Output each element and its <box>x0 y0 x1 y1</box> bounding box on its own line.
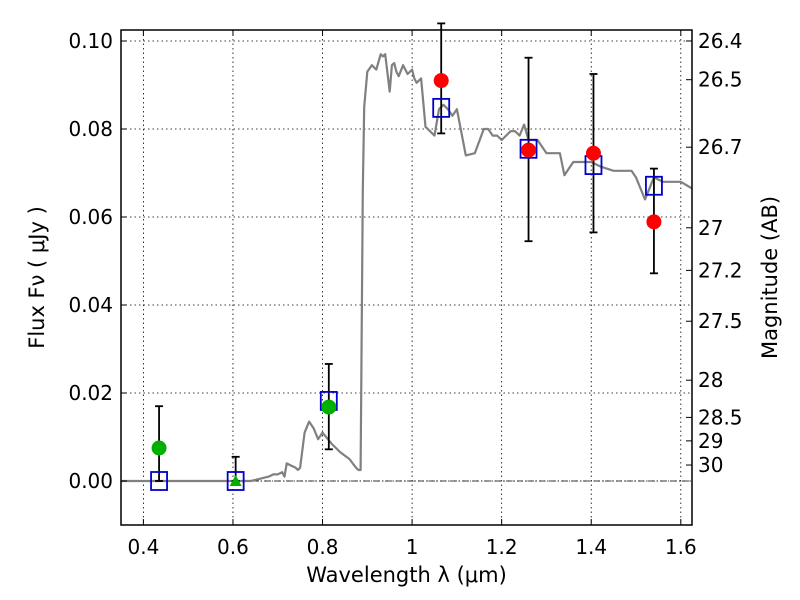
observed-flux-red-point <box>646 214 662 230</box>
x-tick-label: 0.6 <box>217 535 249 559</box>
x-tick-label: 1.4 <box>575 535 607 559</box>
x-tick-labels: 0.4 0.6 0.8 1 1.2 1.4 1.6 <box>127 535 696 559</box>
non-detection-triangle <box>229 475 242 486</box>
model-photometry-square <box>226 471 245 491</box>
y2-tick-label: 27 <box>698 216 723 240</box>
y2-tick-label: 26.4 <box>698 29 743 53</box>
y-tick-label: 0.10 <box>68 29 113 53</box>
plot-frame <box>120 29 693 526</box>
model-photometry-square <box>150 471 168 491</box>
y-axis-label: Flux Fν ( μJy ) <box>25 206 49 349</box>
observed-flux-green-point <box>321 399 337 415</box>
y-tick-label: 0.00 <box>68 469 113 493</box>
observed-flux-red-point <box>433 73 449 89</box>
y-tick-label: 0.06 <box>68 205 113 229</box>
y2-tick-label: 28.5 <box>698 405 743 429</box>
y2-tick-label: 27.2 <box>698 258 743 282</box>
y2-tick-label: 27.5 <box>698 309 743 333</box>
x-tick-label: 1.2 <box>486 535 518 559</box>
model-photometry-square <box>519 138 538 159</box>
y2-tick-label: 26.5 <box>698 68 743 92</box>
spectrum-polyline <box>121 53 693 483</box>
error-bars <box>155 22 658 482</box>
y2-axis-label: Magnitude (AB) <box>758 196 782 359</box>
y2-tick-label: 28 <box>698 368 723 392</box>
y-tick-label: 0.04 <box>68 293 113 317</box>
y2-tick-label: 30 <box>698 453 723 477</box>
y2-tick-label: 26.7 <box>698 135 743 159</box>
model-spectrum-line <box>121 53 693 483</box>
x-axis-label: Wavelength λ (μm) <box>306 563 507 587</box>
observed-flux-green-point <box>151 440 167 456</box>
y-tick-label: 0.08 <box>68 117 113 141</box>
axis-ticks <box>121 30 692 525</box>
x-tick-label: 0.4 <box>127 535 159 559</box>
x-tick-label: 1.6 <box>665 535 697 559</box>
y-tick-labels: 0.00 0.02 0.04 0.06 0.08 0.10 <box>68 29 113 493</box>
observed-flux-red-point <box>521 142 537 158</box>
x-tick-label: 0.8 <box>307 535 339 559</box>
x-tick-label: 1 <box>406 535 419 559</box>
data-markers <box>150 73 663 491</box>
model-photometry-square <box>645 175 663 196</box>
y-tick-label: 0.02 <box>68 381 113 405</box>
model-photometry-square <box>432 97 451 118</box>
y2-tick-label: 29 <box>698 429 723 453</box>
grid-lines <box>121 30 692 525</box>
observed-flux-red-point <box>585 145 601 161</box>
